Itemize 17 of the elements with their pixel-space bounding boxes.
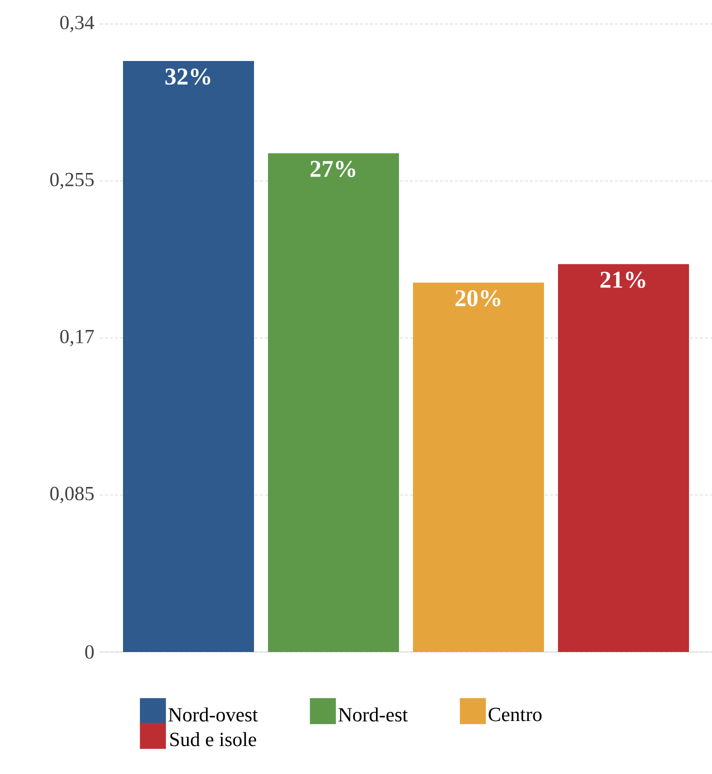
y-tick-label: 0,17 [60,330,94,346]
legend-label: Sud e isole [170,732,256,746]
data-label: 32% [165,68,210,85]
data-label: 21% [600,272,646,288]
legend-label: Nord-est [338,707,408,722]
bar [123,60,254,652]
y-tick-label: 0,34 [60,16,94,32]
legend-label: Nord-ovest [168,707,258,722]
y-tick-label: 0,085 [50,486,94,504]
bar [268,153,399,652]
data-label: 27% [310,160,356,178]
y-tick-label: 0,255 [50,172,94,190]
bar [412,282,544,652]
y-tick-label: 0 [85,645,94,659]
bar [558,264,689,652]
data-label: 20% [456,290,500,306]
legend-label: Centro [488,708,542,722]
